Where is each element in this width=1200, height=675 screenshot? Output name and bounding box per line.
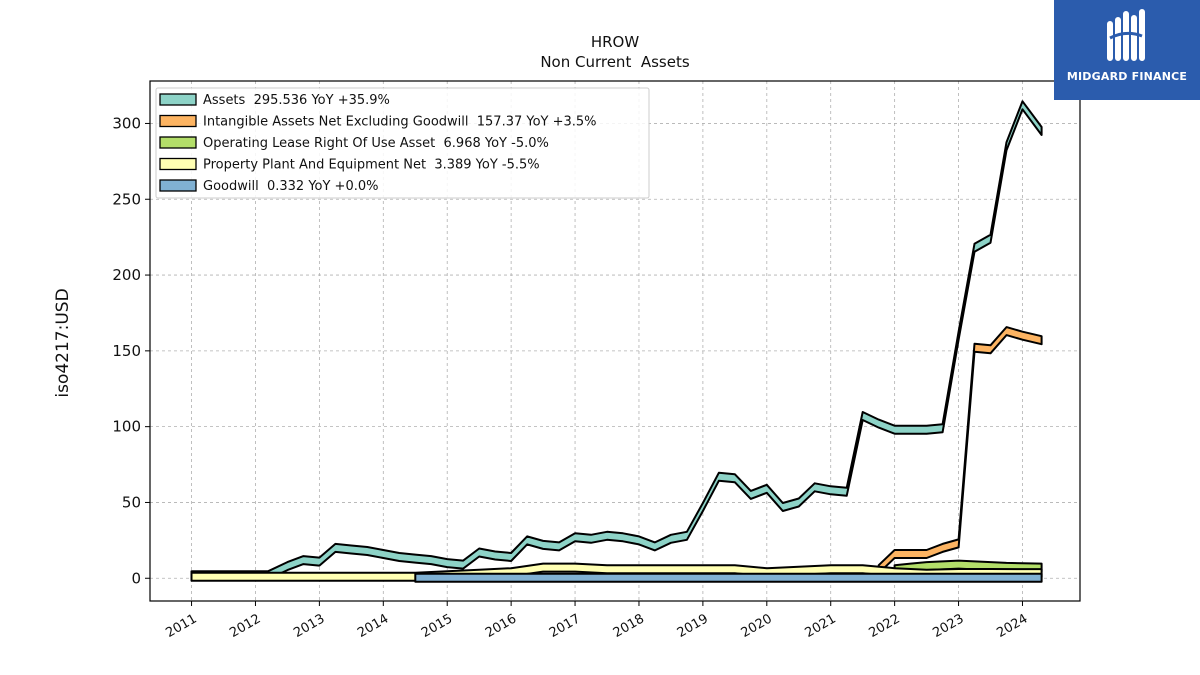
x-tick-label: 2016 bbox=[483, 611, 519, 641]
x-tick-label: 2019 bbox=[675, 611, 711, 641]
chart-subtitle: Non Current Assets bbox=[540, 53, 690, 71]
y-tick-label: 250 bbox=[112, 190, 141, 208]
legend-swatch-0 bbox=[159, 93, 197, 106]
legend-label-2: Operating Lease Right Of Use Asset 6.968… bbox=[203, 136, 549, 151]
x-tick-label: 2011 bbox=[163, 611, 199, 641]
y-tick-label: 300 bbox=[112, 114, 141, 132]
chart-title: HROW bbox=[591, 33, 640, 51]
x-tick-label: 2021 bbox=[803, 611, 839, 641]
logo-text: MIDGARD FINANCE bbox=[1066, 70, 1188, 83]
legend-swatch-1 bbox=[159, 114, 197, 128]
brand-logo: MIDGARD FINANCE bbox=[1054, 0, 1200, 100]
legend: Assets 295.536 YoY +35.9% Intangible Asse… bbox=[155, 87, 650, 199]
x-tick-label: 2023 bbox=[930, 611, 966, 641]
series-layer bbox=[190, 100, 1043, 583]
series-band-0 bbox=[190, 100, 1043, 581]
x-tick-label: 2012 bbox=[227, 611, 263, 641]
logo-mark-icon bbox=[1107, 9, 1145, 61]
legend-swatch-2 bbox=[159, 136, 197, 149]
y-axis-label: iso4217:USD bbox=[53, 288, 73, 397]
legend-box bbox=[155, 87, 650, 199]
y-tick-label: 0 bbox=[131, 569, 141, 587]
y-tick-label: 150 bbox=[112, 342, 141, 360]
series-band-4 bbox=[414, 572, 1043, 583]
legend-label-0: Assets 295.536 YoY +35.9% bbox=[203, 93, 390, 108]
legend-label-4: Goodwill 0.332 YoY +0.0% bbox=[203, 179, 378, 194]
legend-label-1: Intangible Assets Net Excluding Goodwill… bbox=[203, 115, 597, 130]
x-tick-label: 2014 bbox=[355, 611, 391, 641]
y-tick-label: 200 bbox=[112, 266, 141, 284]
x-tick-label: 2015 bbox=[419, 611, 455, 641]
plot-frame bbox=[149, 80, 1081, 602]
legend-swatch-4 bbox=[159, 179, 197, 192]
x-tick-label: 2020 bbox=[739, 611, 775, 641]
x-tick-label: 2022 bbox=[866, 611, 902, 641]
legend-swatch-3 bbox=[159, 157, 197, 171]
x-tick-label: 2018 bbox=[611, 611, 647, 641]
y-tick-label: 50 bbox=[122, 493, 141, 511]
series-band-1 bbox=[877, 326, 1043, 575]
x-tick-label: 2024 bbox=[994, 611, 1030, 641]
y-tick-label: 100 bbox=[112, 418, 141, 436]
legend-label-3: Property Plant And Equipment Net 3.389 Y… bbox=[203, 158, 540, 173]
x-tick-label: 2013 bbox=[291, 611, 327, 641]
x-tick-label: 2017 bbox=[547, 611, 583, 641]
